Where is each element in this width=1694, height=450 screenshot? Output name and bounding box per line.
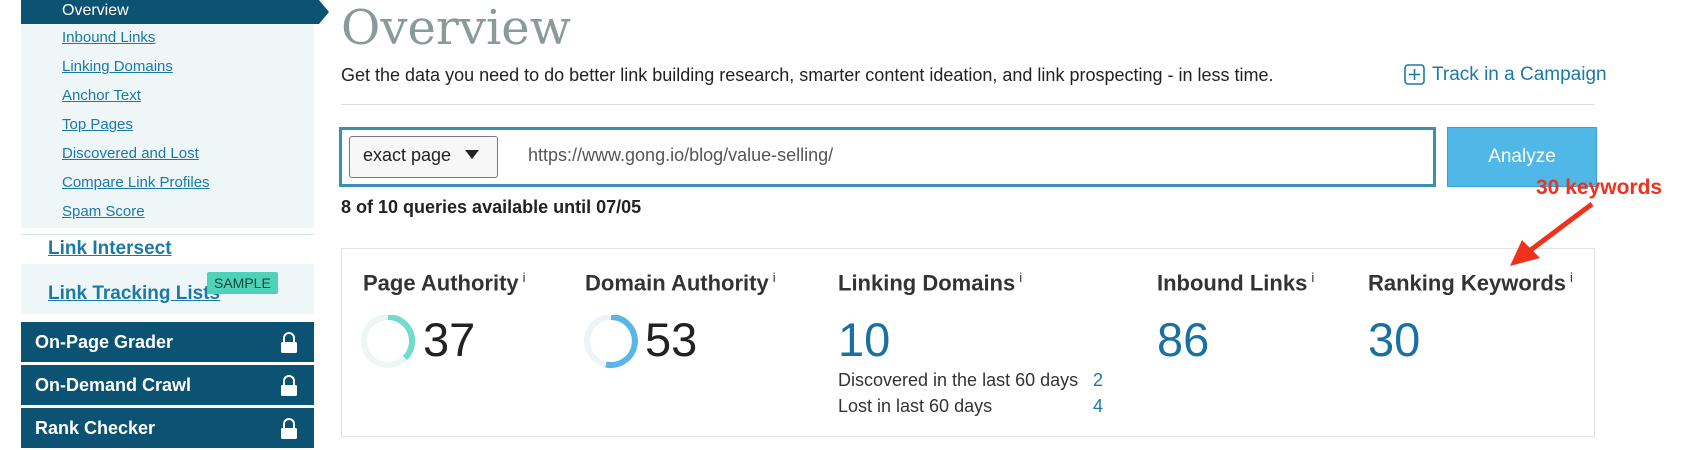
subnav-link[interactable]: Compare Link Profiles [62, 174, 210, 191]
lock-icon [281, 418, 297, 439]
description: Get the data you need to do better link … [341, 65, 1274, 85]
detail-label: Lost in last 60 days [838, 396, 993, 416]
metric-value: 53 [645, 313, 698, 366]
locked-tool[interactable]: Rank Checker [21, 408, 314, 448]
track-link[interactable]: Track in a Campaign [1432, 64, 1607, 85]
metrics-box [341, 248, 1595, 437]
sample-badge: SAMPLE [207, 272, 278, 294]
lock-icon [281, 332, 297, 353]
annotation-arrow [1510, 202, 1594, 266]
metric-value: 37 [423, 313, 476, 366]
caret [465, 150, 479, 159]
subnav-link[interactable]: Top Pages [62, 116, 133, 133]
sidebar-link[interactable]: Link Intersect [48, 238, 172, 259]
subnav-link[interactable]: Anchor Text [62, 87, 141, 104]
metric-label: Domain Authority i [585, 270, 776, 296]
metric-value: 86 [1157, 313, 1210, 366]
annotation: 30 keywords [1536, 176, 1663, 199]
metric-label: Ranking Keywords i [1368, 270, 1573, 296]
url-input[interactable]: https://www.gong.io/blog/value-selling/ [528, 145, 834, 165]
detail-value[interactable]: 4 [1093, 396, 1104, 416]
metric-label: Page Authority i [363, 270, 526, 296]
mode-text: exact page [363, 145, 452, 165]
info-icon[interactable]: i [1570, 270, 1573, 285]
lock-icon [281, 375, 297, 396]
locked-tool[interactable]: On-Demand Crawl [21, 365, 314, 405]
gauges [361, 315, 416, 368]
quota: 8 of 10 queries available until 07/05 [341, 197, 642, 217]
plus-icon [1404, 64, 1425, 85]
info-icon[interactable]: i [522, 270, 526, 285]
info-icon[interactable]: i [1019, 270, 1023, 285]
subnav-link[interactable]: Inbound Links [62, 29, 156, 46]
metric-value: 10 [838, 313, 891, 366]
metric-value: 30 [1368, 313, 1421, 366]
gauge-da [584, 315, 638, 368]
info-icon[interactable]: i [772, 270, 776, 285]
detail-value[interactable]: 2 [1093, 370, 1104, 390]
subnav-link[interactable]: Linking Domains [62, 58, 173, 75]
subnav-link[interactable]: Spam Score [62, 203, 145, 220]
subnav-link[interactable]: Discovered and Lost [62, 145, 199, 162]
info-icon[interactable]: i [1311, 270, 1315, 285]
analyze-button[interactable]: Analyze [1447, 127, 1597, 187]
page-title: Overview [341, 0, 571, 56]
detail-label: Discovered in the last 60 days [838, 370, 1079, 390]
active-bar [21, 0, 329, 24]
hr [341, 104, 1594, 105]
sidebar-link[interactable]: Link Tracking Lists [48, 283, 221, 304]
metric-label: Linking Domains i [838, 270, 1023, 296]
metric-label: Inbound Links i [1157, 270, 1315, 296]
divider [21, 234, 314, 235]
subnav-bg [21, 24, 314, 228]
search-box [339, 127, 1436, 187]
active-item[interactable]: Overview [62, 2, 129, 19]
locked-tool[interactable]: On-Page Grader [21, 322, 314, 362]
